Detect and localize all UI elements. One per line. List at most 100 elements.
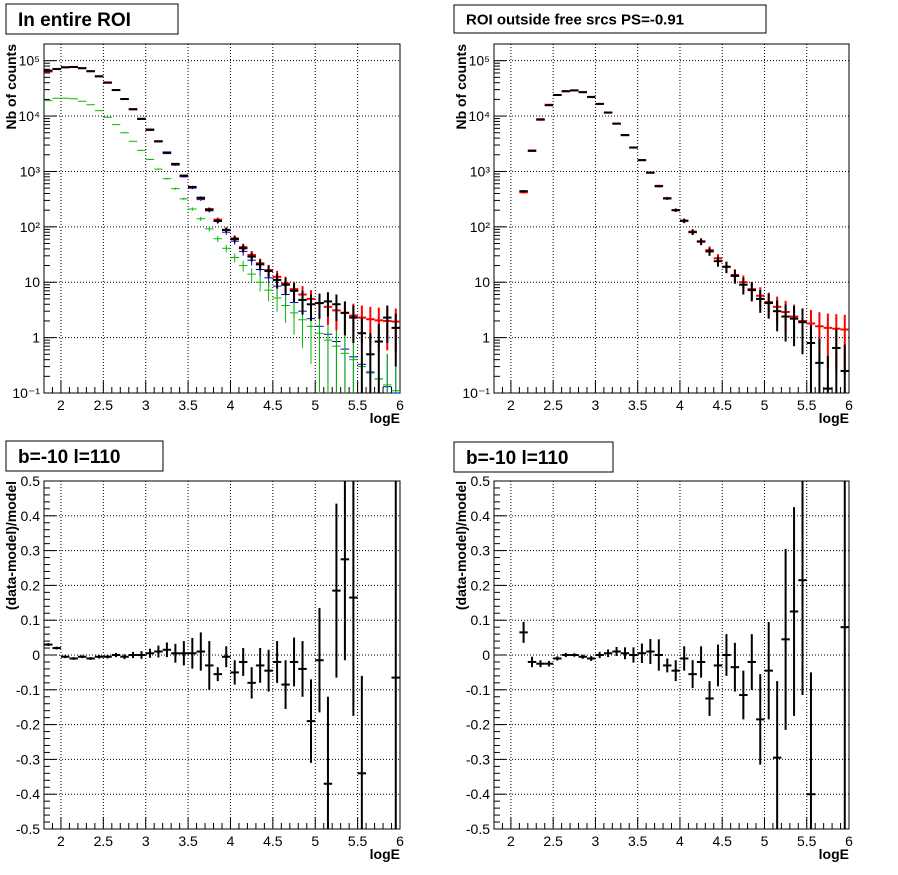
data-point bbox=[281, 295, 290, 323]
y-tick-label: 0.4 bbox=[21, 508, 41, 524]
data-point bbox=[553, 656, 562, 661]
data-point bbox=[578, 654, 587, 659]
y-axis-label: Nb of counts bbox=[453, 44, 469, 130]
chart-title: In entire ROI bbox=[18, 10, 131, 31]
x-tick-label: 2.5 bbox=[543, 397, 563, 413]
data-point bbox=[612, 646, 621, 657]
x-tick-label: 4.5 bbox=[712, 397, 732, 413]
y-tick-label: 0 bbox=[482, 647, 490, 663]
y-tick-label: 10² bbox=[20, 219, 41, 235]
data-point bbox=[739, 670, 748, 720]
y-tick-label: -0.4 bbox=[466, 786, 490, 802]
data-point bbox=[120, 654, 129, 660]
data-point bbox=[646, 638, 655, 665]
chart-title: ROI outside free srcs PS=-0.91 bbox=[466, 11, 684, 28]
data-point bbox=[315, 608, 324, 713]
data-point bbox=[527, 149, 537, 152]
data-point bbox=[213, 235, 222, 243]
data-point bbox=[52, 646, 61, 650]
data-point bbox=[171, 162, 180, 165]
data-point bbox=[705, 681, 714, 716]
data-point bbox=[366, 333, 375, 393]
y-tick-label: 10⁵ bbox=[469, 53, 490, 69]
data-point bbox=[527, 656, 537, 668]
y-tick-label: -0.5 bbox=[466, 821, 490, 837]
data-point bbox=[298, 290, 307, 315]
y-tick-label: 0.2 bbox=[21, 577, 41, 593]
data-point bbox=[137, 651, 146, 659]
data-point bbox=[306, 294, 316, 321]
data-point bbox=[781, 304, 790, 342]
data-point bbox=[332, 503, 341, 678]
data-point bbox=[255, 648, 265, 683]
data-point bbox=[629, 647, 638, 663]
data-point bbox=[179, 197, 189, 201]
x-axis-label: logE bbox=[819, 846, 849, 862]
x-axis-label: logE bbox=[370, 846, 400, 862]
data-point bbox=[289, 637, 299, 687]
data-point bbox=[154, 168, 163, 170]
data-point bbox=[688, 660, 697, 689]
data-point bbox=[332, 294, 341, 321]
y-axis-label: (data-model)/model bbox=[3, 481, 19, 610]
data-point bbox=[289, 283, 299, 302]
data-point bbox=[840, 344, 849, 393]
x-tick-label: 3.5 bbox=[628, 397, 648, 413]
data-point bbox=[145, 158, 155, 161]
data-point bbox=[722, 261, 731, 274]
y-tick-label: 1 bbox=[32, 330, 40, 346]
y-tick-label: 10² bbox=[470, 219, 491, 235]
data-point bbox=[789, 507, 799, 716]
data-point bbox=[196, 196, 206, 200]
data-point bbox=[230, 236, 239, 243]
data-point bbox=[620, 647, 630, 660]
data-point bbox=[357, 675, 367, 829]
x-tick-label: 5.5 bbox=[348, 397, 368, 413]
data-point bbox=[671, 660, 680, 682]
data-point bbox=[620, 134, 630, 137]
data-point bbox=[815, 338, 824, 393]
data-point bbox=[806, 672, 816, 829]
data-point bbox=[306, 679, 316, 763]
x-tick-label: 5 bbox=[761, 397, 769, 413]
data-point bbox=[179, 641, 189, 666]
y-tick-label: -0.5 bbox=[16, 821, 40, 837]
y-tick-label: 0.3 bbox=[471, 543, 491, 559]
chart-title: b=-10 l=110 bbox=[466, 448, 568, 469]
y-axis-label: Nb of counts bbox=[3, 44, 19, 130]
data-point bbox=[69, 657, 78, 660]
data-point bbox=[315, 317, 324, 392]
data-point bbox=[646, 171, 655, 174]
x-tick-label: 2.5 bbox=[94, 397, 114, 413]
y-axis-label: (data-model)/model bbox=[453, 481, 469, 610]
data-point bbox=[137, 149, 146, 151]
data-point bbox=[519, 621, 528, 643]
x-tick-label: 6 bbox=[845, 833, 853, 849]
x-tick-label: 5.5 bbox=[797, 833, 817, 849]
data-point bbox=[798, 481, 807, 696]
data-point bbox=[671, 208, 680, 212]
data-point bbox=[383, 305, 392, 343]
series-1 bbox=[44, 481, 400, 829]
data-point bbox=[111, 652, 121, 658]
data-point bbox=[128, 140, 138, 142]
x-tick-label: 2.5 bbox=[94, 833, 114, 849]
y-tick-label: 10⁵ bbox=[19, 53, 40, 69]
data-point bbox=[730, 642, 740, 692]
data-point bbox=[756, 674, 765, 765]
data-point bbox=[230, 253, 239, 263]
y-tick-label: 10³ bbox=[470, 163, 491, 179]
x-tick-label: 6 bbox=[396, 397, 404, 413]
data-point bbox=[340, 301, 350, 336]
data-point bbox=[264, 282, 273, 302]
data-point bbox=[315, 293, 324, 319]
data-point bbox=[230, 660, 239, 685]
data-point bbox=[196, 216, 206, 221]
y-tick-label: 0.5 bbox=[21, 473, 41, 489]
data-point bbox=[323, 696, 333, 829]
y-tick-label: 10³ bbox=[20, 163, 41, 179]
x-tick-label: 5 bbox=[311, 833, 319, 849]
data-point bbox=[654, 639, 664, 671]
plot-frame bbox=[493, 43, 850, 394]
data-point bbox=[120, 132, 129, 134]
